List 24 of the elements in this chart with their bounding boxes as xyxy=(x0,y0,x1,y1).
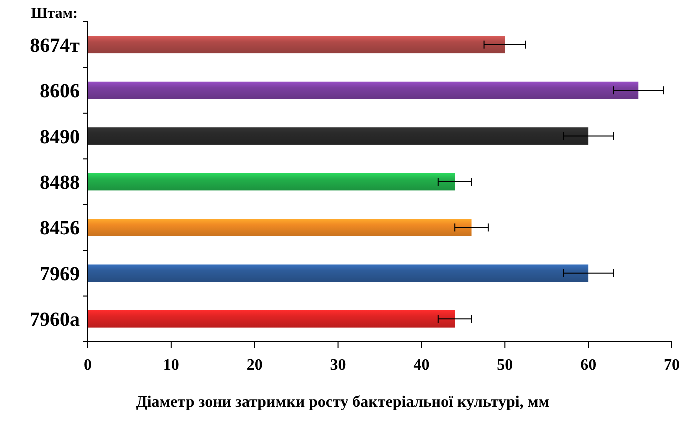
x-tick-label: 70 xyxy=(664,357,680,374)
y-axis-title: Штам: xyxy=(31,6,78,22)
bar xyxy=(88,264,589,282)
x-axis-title: Діаметр зони затримки росту бактеріальної культурі, мм xyxy=(136,394,550,411)
x-tick-label: 50 xyxy=(497,357,514,374)
y-tick-label: 8606 xyxy=(40,80,80,103)
x-tick-label: 40 xyxy=(414,357,430,374)
y-tick-label: 7960a xyxy=(30,309,80,332)
x-tick-label: 10 xyxy=(163,357,180,374)
bar xyxy=(88,82,639,100)
y-tick-label: 7969 xyxy=(40,263,80,286)
y-tick-label: 8490 xyxy=(40,126,80,148)
bar xyxy=(88,173,456,191)
x-tick-label: 60 xyxy=(580,357,597,374)
bar xyxy=(88,36,506,54)
bar xyxy=(88,310,456,328)
bar xyxy=(88,128,589,145)
y-tick-label: 8456 xyxy=(40,218,80,240)
x-tick-label: 0 xyxy=(84,357,92,374)
x-tick-label: 20 xyxy=(246,357,263,374)
bar xyxy=(88,219,472,236)
y-tick-label: 8674т xyxy=(30,34,80,57)
x-tick-label: 30 xyxy=(330,357,346,374)
y-tick-label: 8488 xyxy=(40,172,80,194)
